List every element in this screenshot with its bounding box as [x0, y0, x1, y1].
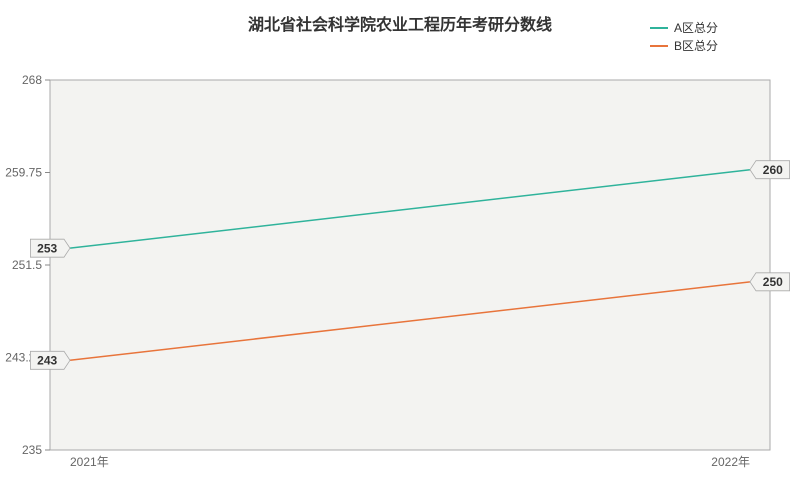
legend-label: B区总分 — [674, 39, 718, 53]
x-tick-label: 2022年 — [711, 455, 750, 469]
chart-container: 235243.25251.5259.752682021年2022年湖北省社会科学… — [0, 0, 800, 500]
plot-area — [50, 80, 770, 450]
value-label: 260 — [763, 163, 783, 177]
legend-label: A区总分 — [674, 21, 718, 35]
y-tick-label: 268 — [22, 73, 42, 87]
value-label: 250 — [763, 275, 783, 289]
y-tick-label: 251.5 — [12, 258, 42, 272]
y-tick-label: 259.75 — [5, 166, 42, 180]
y-tick-label: 235 — [22, 443, 42, 457]
x-tick-label: 2021年 — [70, 455, 109, 469]
chart-title: 湖北省社会科学院农业工程历年考研分数线 — [248, 15, 552, 34]
value-label: 243 — [37, 354, 57, 368]
value-label: 253 — [37, 241, 57, 255]
line-chart: 235243.25251.5259.752682021年2022年湖北省社会科学… — [0, 0, 800, 500]
